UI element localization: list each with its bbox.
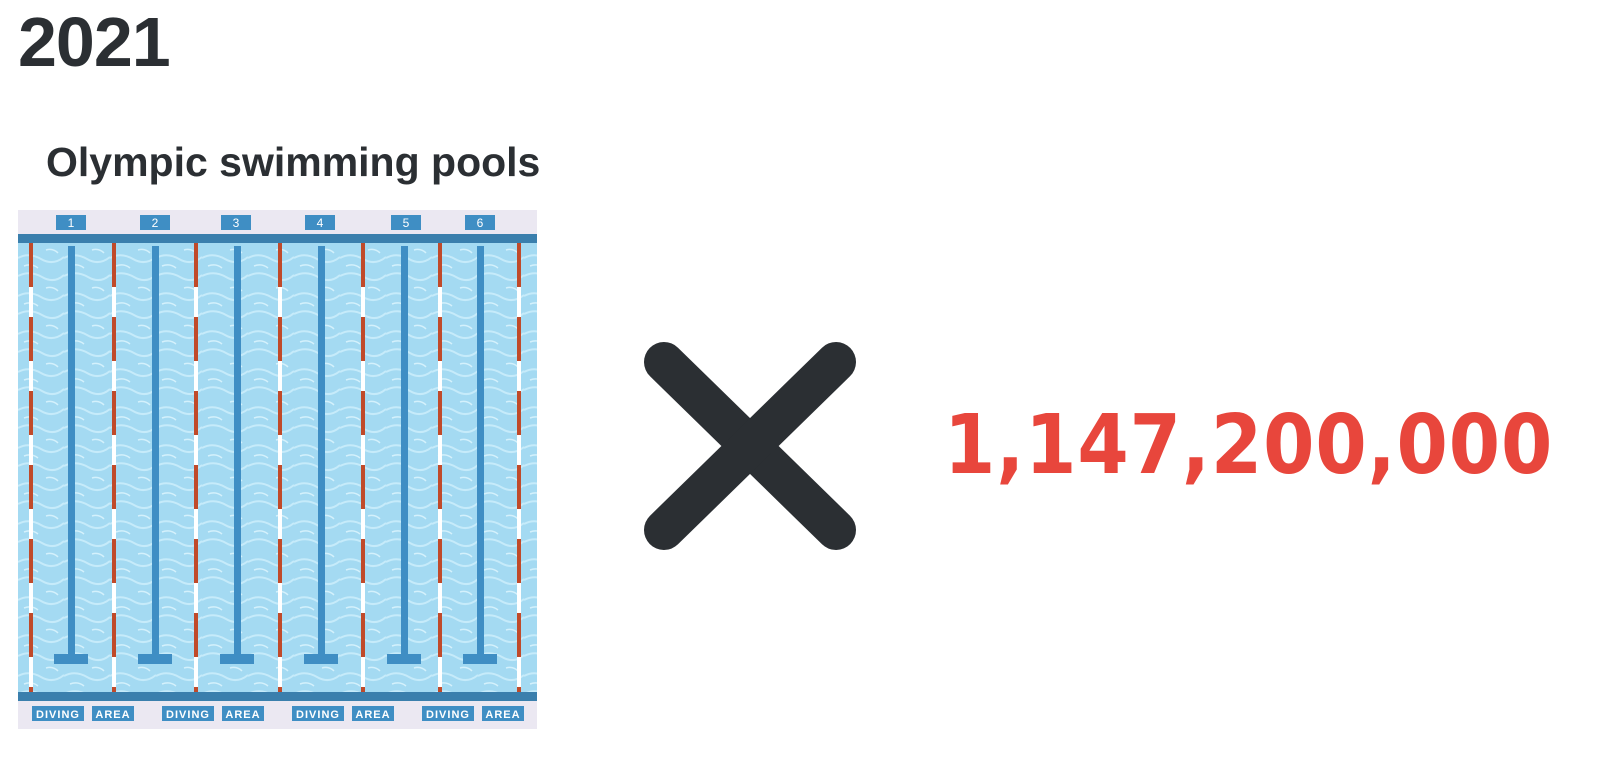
lane-number: 1	[68, 216, 75, 230]
diving-label: DIVING	[296, 709, 340, 721]
diving-label: AREA	[485, 709, 520, 721]
lane-number: 6	[477, 216, 484, 230]
lane-number: 3	[233, 216, 240, 230]
swimming-pool-icon: 1 2 3 4 5 6 DIVING AREA DIVING AREA DIVI…	[18, 210, 537, 729]
diving-label: DIVING	[166, 709, 210, 721]
year-heading: 2021	[18, 3, 171, 81]
diving-label: DIVING	[36, 709, 80, 721]
lane-number: 2	[152, 216, 159, 230]
multiply-icon	[644, 342, 856, 550]
diving-label: AREA	[95, 709, 130, 721]
unit-label: Olympic swimming pools	[46, 139, 541, 185]
multiplier-value: 1,147,200,000	[944, 398, 1554, 493]
diving-label: AREA	[225, 709, 260, 721]
diving-label: DIVING	[426, 709, 470, 721]
lane-number: 5	[403, 216, 410, 230]
diving-label: AREA	[355, 709, 390, 721]
lane-number: 4	[317, 216, 324, 230]
